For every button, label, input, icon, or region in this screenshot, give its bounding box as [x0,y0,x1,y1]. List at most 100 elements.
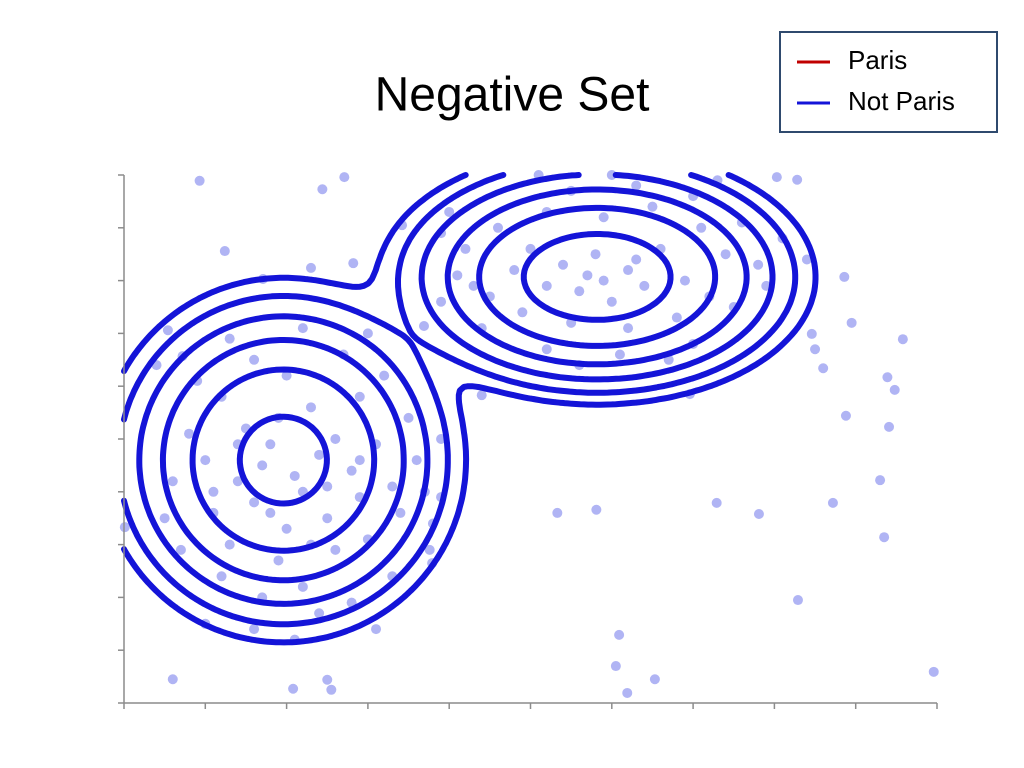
data-point [806,328,817,339]
data-point [753,259,764,270]
data-point [444,206,455,217]
data-point [801,254,812,265]
data-point [679,275,690,286]
data-point [623,323,634,334]
data-point [590,249,601,260]
legend-label: Paris [848,45,907,75]
legend-label: Not Paris [848,86,955,116]
data-point [606,296,617,307]
data-point [614,629,625,640]
contour-line [121,172,799,628]
data-point [314,449,325,460]
data-point [452,270,463,281]
data-point [771,172,782,183]
data-point [517,307,528,318]
data-point [525,243,536,254]
data-point [273,555,284,566]
data-point [330,544,341,555]
data-point [159,513,170,524]
data-point [216,571,227,582]
data-point [362,328,373,339]
data-point [288,683,299,694]
data-point [175,544,186,555]
data-point [711,497,722,508]
data-point [541,280,552,291]
data-point [162,325,173,336]
data-point [289,470,300,481]
data-point [840,410,851,421]
data-point [411,455,422,466]
data-point [317,184,328,195]
data-point [330,434,341,444]
data-point [492,222,503,233]
chart-title: Negative Set [375,69,650,122]
data-point [339,172,350,183]
data-point [119,522,130,533]
data-point [326,684,337,695]
data-point [879,532,890,543]
data-point [348,258,359,269]
legend-box [779,31,998,133]
data-point [558,259,569,270]
contour-line [121,172,819,646]
data-point [297,323,308,334]
data-point [882,372,893,383]
data-point [839,271,850,282]
data-point [184,428,195,439]
data-point [884,421,895,432]
data-point [622,687,633,698]
data-point [354,391,365,402]
data-point [649,674,660,685]
data-point [387,481,398,492]
data-point [574,286,585,297]
data-point [792,595,803,606]
data-point [476,390,487,401]
data-point [224,539,235,550]
data-point [208,486,219,497]
data-point [460,243,471,254]
data-point [647,201,658,212]
data-point [598,212,609,223]
data-point [631,180,642,191]
contour-line [236,231,674,507]
data-point [468,280,479,291]
data-point [281,370,292,381]
data-point [424,544,435,555]
data-point [314,608,325,619]
data-point [249,624,260,635]
data-point [265,439,276,450]
data-point [753,508,764,519]
data-point [827,497,838,508]
data-point [354,455,365,466]
data-point [194,175,205,186]
data-point [598,275,609,286]
data-point [346,465,357,476]
data-point [371,624,382,635]
data-point [897,334,908,345]
data-point [232,476,243,487]
data-point [281,523,292,534]
data-point [671,312,682,323]
data-point [219,246,230,257]
data-point [403,412,414,423]
data-point [582,270,593,281]
data-point [696,222,707,233]
data-point [265,507,276,518]
data-point [200,455,211,466]
contour-line [136,172,776,607]
data-point [322,674,333,685]
data-point [610,661,621,672]
data-point [436,296,447,307]
data-point [720,249,731,260]
contour-line [159,186,750,584]
contour-line [189,204,719,554]
data-point [249,497,260,508]
data-point [639,280,650,291]
data-point [379,370,390,381]
data-point [224,333,235,344]
data-point [305,262,316,273]
data-point [591,504,602,515]
data-point [810,344,821,355]
data-point [322,513,333,524]
